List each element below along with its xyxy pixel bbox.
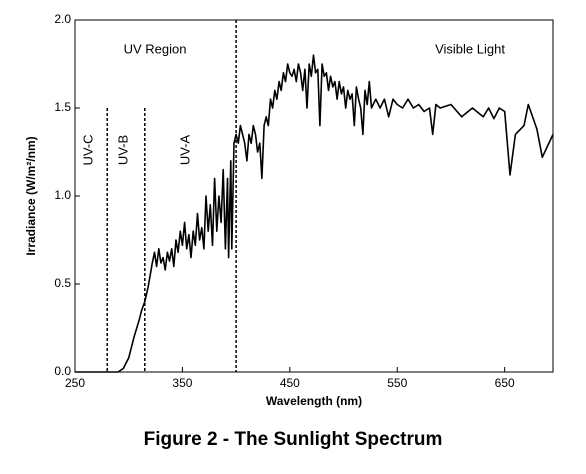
y-tick-label: 0.0: [54, 364, 71, 378]
band-label: UV-B: [115, 135, 130, 165]
x-tick-label: 650: [495, 376, 515, 390]
region-label: Visible Light: [435, 41, 505, 56]
spectrum-line: [75, 54, 554, 373]
x-axis-label: Wavelength (nm): [266, 394, 362, 408]
y-tick-label: 1.5: [54, 100, 71, 114]
y-axis-label: Irradiance (W/m²/nm): [24, 136, 38, 255]
plot-frame: [74, 19, 554, 373]
y-tick-label: 1.0: [54, 188, 71, 202]
y-tick-label: 2.0: [54, 12, 71, 26]
band-label: UV-A: [177, 135, 192, 166]
chart-title: Figure 2 - The Sunlight Spectrum: [144, 429, 443, 450]
x-tick-label: 550: [387, 376, 407, 390]
y-tick-label: 0.5: [54, 276, 71, 290]
band-label: UV-C: [80, 134, 95, 165]
x-tick-label: 250: [65, 376, 85, 390]
region-label: UV Region: [124, 41, 187, 56]
x-tick-label: 350: [172, 376, 192, 390]
x-tick-label: 450: [280, 376, 300, 390]
